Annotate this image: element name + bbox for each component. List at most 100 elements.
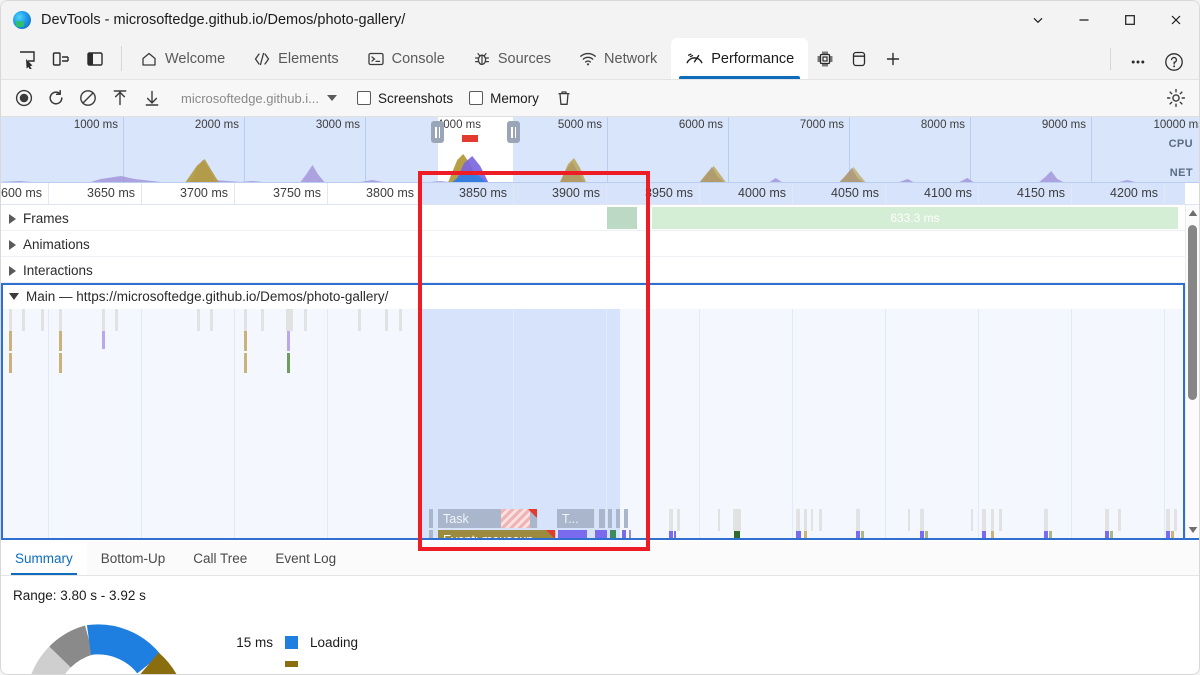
tab-welcome[interactable]: Welcome: [126, 38, 239, 79]
frame-duration-label: 633.3 ms: [890, 211, 940, 225]
gear-icon[interactable]: [1161, 84, 1191, 112]
track-label: Interactions: [23, 263, 93, 278]
ruler-tick: 3850 ms: [459, 186, 507, 200]
download-profile-icon[interactable]: [137, 84, 167, 112]
track-frames-row[interactable]: [1, 205, 1199, 231]
reload-record-icon[interactable]: [41, 84, 71, 112]
tab-summary[interactable]: Summary: [1, 542, 87, 575]
ruler-tick: 3950 ms: [645, 186, 693, 200]
overview-tick: 10000 ms: [1153, 119, 1199, 131]
ruler-tick: 4000 ms: [738, 186, 786, 200]
window-title: DevTools - microsoftedge.github.io/Demos…: [41, 11, 406, 28]
more-tools-icon[interactable]: [1121, 46, 1155, 78]
track-interactions-row[interactable]: [1, 257, 1199, 283]
memory-checkbox[interactable]: Memory: [469, 91, 539, 106]
chevron-down-icon[interactable]: [1015, 1, 1061, 38]
overview-right-handle[interactable]: [507, 121, 520, 143]
recording-selector[interactable]: microsoftedge.github.i...: [177, 88, 341, 109]
upload-profile-icon[interactable]: [105, 84, 135, 112]
track-label: Frames: [23, 211, 69, 226]
title-bar: DevTools - microsoftedge.github.io/Demos…: [1, 1, 1199, 38]
tab-label: Sources: [497, 50, 552, 67]
tab-call-tree[interactable]: Call Tree: [179, 542, 261, 575]
track-animations-row[interactable]: [1, 231, 1199, 257]
tab-elements[interactable]: Elements: [239, 38, 352, 79]
warning-triangle-icon: [546, 530, 555, 538]
sidebar-item-main[interactable]: Main — https://microsoftedge.github.io/D…: [9, 289, 388, 304]
tab-bottom-up[interactable]: Bottom-Up: [87, 542, 180, 575]
help-icon[interactable]: [1157, 46, 1191, 78]
overview-tick: 2000 ms: [194, 119, 239, 131]
checkbox-box: [469, 91, 484, 105]
sidebar-item-animations[interactable]: Animations: [9, 237, 90, 252]
home-icon: [140, 50, 158, 68]
flame-bar-task-2[interactable]: T...: [557, 509, 595, 528]
scroll-down-arrow-icon[interactable]: [1186, 522, 1199, 538]
detail-timeline-ruler[interactable]: 3600 ms 3650 ms 3700 ms 3750 ms 3800 ms …: [1, 183, 1199, 205]
minimize-icon[interactable]: [1061, 1, 1107, 38]
scrollbar-thumb[interactable]: [1188, 225, 1197, 400]
overview-left-handle[interactable]: [431, 121, 444, 143]
overview-tick: 4000 ms: [436, 119, 481, 131]
memory-chip-icon[interactable]: [808, 43, 842, 75]
drawer-tab-label: Event Log: [275, 551, 337, 566]
ruler-tick: 4150 ms: [1017, 186, 1065, 200]
tab-console[interactable]: Console: [353, 38, 459, 79]
drawer-tab-label: Call Tree: [193, 551, 248, 566]
drawer-tabs: Summary Bottom-Up Call Tree Event Log: [1, 542, 1199, 576]
triangle-right-icon: [9, 213, 16, 224]
application-storage-icon[interactable]: [842, 43, 876, 75]
vertical-scrollbar[interactable]: [1185, 205, 1199, 538]
frame-bar-partial[interactable]: [607, 207, 637, 229]
device-emulation-icon[interactable]: [45, 43, 77, 75]
sidebar-item-frames[interactable]: Frames: [9, 211, 69, 226]
scroll-up-arrow-icon[interactable]: [1186, 205, 1199, 221]
flame-bar-event-mouseup[interactable]: Event: mouseup: [438, 530, 556, 538]
ruler-tick: 3900 ms: [552, 186, 600, 200]
overview-tick: 8000 ms: [920, 119, 965, 131]
cpu-activity-sparkline: [1, 154, 1199, 182]
legend-swatch: [285, 636, 298, 649]
tabstrip-right-controls: [1102, 38, 1199, 80]
tab-performance[interactable]: Performance: [671, 38, 809, 79]
tab-event-log[interactable]: Event Log: [261, 542, 350, 575]
inspect-element-icon[interactable]: [11, 43, 43, 75]
ruler-tick: 3650 ms: [87, 186, 135, 200]
overview-tick: 7000 ms: [799, 119, 844, 131]
bug-icon: [473, 50, 491, 68]
overview-tick: 9000 ms: [1041, 119, 1086, 131]
dock-controls: [1, 38, 117, 79]
ruler-tick: 3700 ms: [180, 186, 228, 200]
record-circle-icon[interactable]: [9, 84, 39, 112]
flame-chart-area[interactable]: 633.3 ms: [1, 205, 1199, 540]
clear-icon[interactable]: [73, 84, 103, 112]
tab-label: Network: [604, 50, 658, 67]
tab-network[interactable]: Network: [565, 38, 671, 79]
code-brackets-icon: [253, 50, 271, 68]
close-icon[interactable]: [1153, 1, 1199, 38]
overview-row-label-cpu: CPU: [1168, 138, 1193, 150]
details-drawer: Summary Bottom-Up Call Tree Event Log Ra…: [1, 542, 1199, 674]
tab-label: Performance: [711, 50, 795, 67]
sidebar-item-interactions[interactable]: Interactions: [9, 263, 93, 278]
tab-sources[interactable]: Sources: [459, 38, 565, 79]
frame-bar[interactable]: 633.3 ms: [652, 207, 1178, 229]
timeline-overview[interactable]: 1000 ms 2000 ms 3000 ms 4000 ms 5000 ms …: [1, 117, 1199, 183]
maximize-icon[interactable]: [1107, 1, 1153, 38]
ruler-tick: 4200 ms: [1110, 186, 1158, 200]
toolbar-divider: [121, 46, 122, 71]
selection-band-main: [420, 309, 620, 538]
legend-item: 15 ms Loading: [221, 635, 358, 650]
tab-label: Console: [391, 50, 445, 67]
flame-bar-task[interactable]: Task: [438, 509, 538, 528]
screenshots-checkbox[interactable]: Screenshots: [357, 91, 453, 106]
summary-legend: 15 ms Loading: [221, 635, 358, 667]
add-tab-icon[interactable]: [876, 43, 910, 75]
dock-side-icon[interactable]: [79, 43, 111, 75]
trash-icon[interactable]: [549, 84, 579, 112]
wifi-icon: [579, 50, 597, 68]
drawer-tab-label: Summary: [15, 551, 73, 566]
triangle-down-icon: [9, 293, 19, 300]
range-label: Range: 3.80 s - 3.92 s: [13, 588, 146, 603]
warning-triangle-icon: [528, 509, 537, 518]
